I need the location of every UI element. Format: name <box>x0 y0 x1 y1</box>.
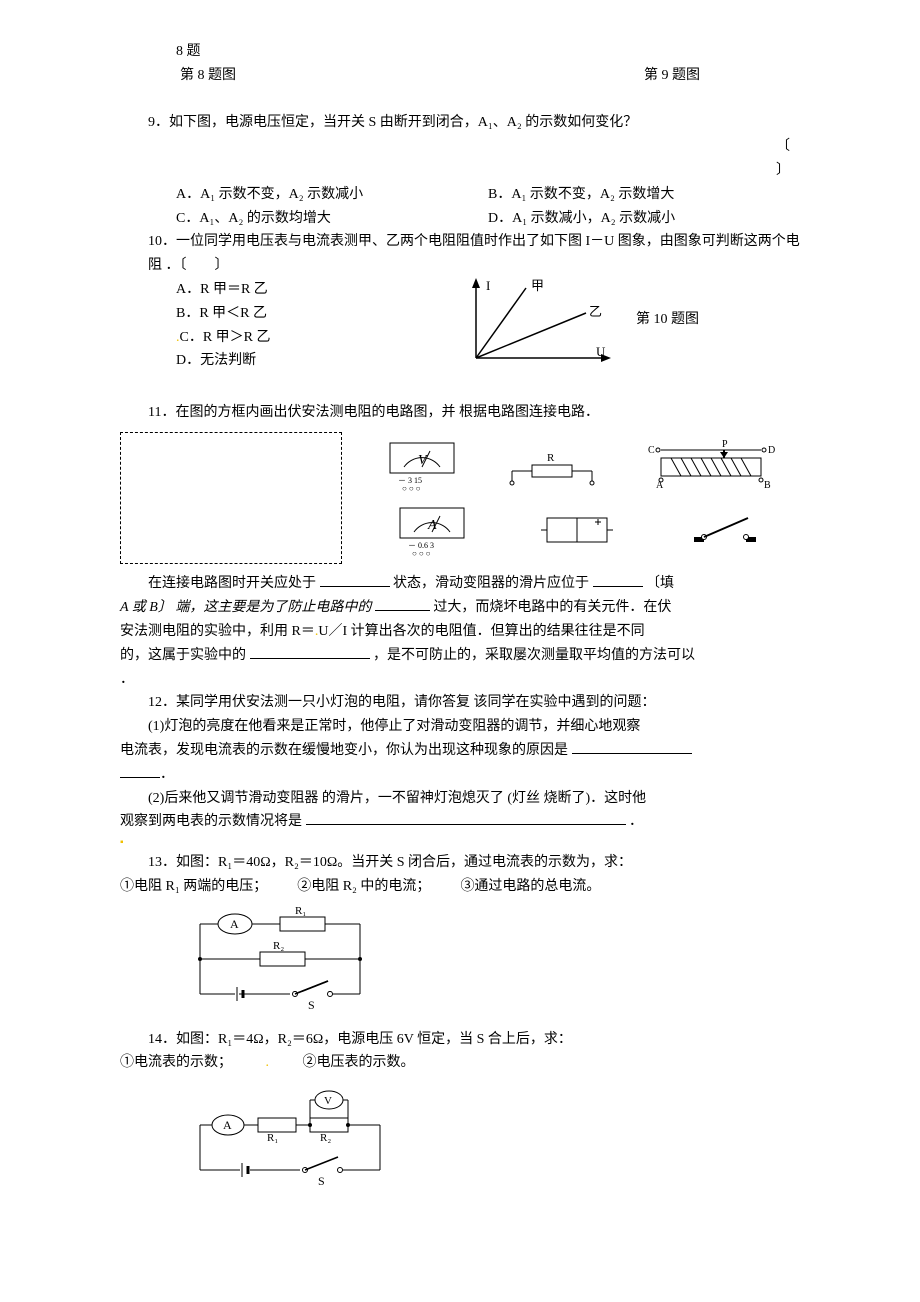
q9-optB: B．A₁ 示数不变，A₂ 示数增大 <box>488 183 800 207</box>
q11-stem: 11．在图的方框内画出伏安法测电阻的电路图，并 根据电路图连接电路． <box>120 401 800 425</box>
q12-p2b: 观察到两电表的示数情况将是 ． <box>120 810 800 834</box>
components-grid: V － 3 15 ○ ○ ○ R <box>342 432 800 562</box>
q10-optC: .C．R 甲＞R 乙 <box>176 326 456 350</box>
q10-options: A．R 甲＝R 乙 B．R 甲＜R 乙 .C．R 甲＞R 乙 D．无法判断 <box>120 278 456 373</box>
q10-figcap: 第 10 题图 <box>636 278 716 332</box>
q9-options-row1: A．A₁ 示数不变，A₂ 示数减小 B．A₁ 示数不变，A₂ 示数增大 <box>120 183 800 207</box>
q14-stem: 14．如图：R₁＝4Ω，R₂＝6Ω，电源电压 6V 恒定，当 S 合上后，求： <box>120 1028 800 1052</box>
q13-stem: 13．如图：R₁＝40Ω，R₂＝10Ω。当开关 S 闭合后，通过电流表的示数为，… <box>120 851 800 875</box>
q13-subs: ①电阻 R₁ 两端的电压； ②电阻 R₂ 中的电流； ③通过电路的总电流。 <box>120 875 800 899</box>
q9-bracket-open: 〔 <box>120 135 800 159</box>
voltmeter-icon: V － 3 15 ○ ○ ○ <box>386 439 458 491</box>
q12-p1a: (1)灯泡的亮度在他看来是正常时，他停止了对滑动变阻器的调节，并细心地观察 <box>120 715 800 739</box>
svg-text:V: V <box>418 453 428 468</box>
q9-bracket-close: 〕 <box>120 159 800 183</box>
svg-text:甲: 甲 <box>531 278 544 293</box>
svg-text:D: D <box>768 445 775 456</box>
svg-text:A: A <box>656 480 664 491</box>
fig9-label: 第 9 题图 <box>644 64 700 88</box>
battery-icon <box>537 510 617 550</box>
yellow-marker: ▪ <box>120 834 800 851</box>
svg-text:○ ○ ○: ○ ○ ○ <box>412 549 431 558</box>
q10-optD: D．无法判断 <box>176 349 456 373</box>
svg-text:B: B <box>764 480 771 491</box>
series-circuit-icon: A R₁ R₂ V S <box>180 1085 400 1185</box>
q12-p1c: ． <box>120 763 800 787</box>
svg-text:R₂: R₂ <box>273 940 284 952</box>
svg-text:R₁: R₁ <box>295 905 306 917</box>
svg-text:乙: 乙 <box>589 304 602 319</box>
q9-optD: D．A₁ 示数减小，A₂ 示数减小 <box>488 207 800 231</box>
iu-graph-icon: I U 甲 乙 <box>456 278 616 368</box>
rheostat-icon: C D A B P <box>646 440 776 490</box>
svg-text:A: A <box>427 518 437 533</box>
fig8-label: 第 8 题图 <box>180 64 236 88</box>
q12-p2a: (2)后来他又调节滑动变阻器 的滑片，一不留神灯泡熄灭了 (灯丝 烧断了)．这时… <box>120 787 800 811</box>
svg-text:A: A <box>223 1118 232 1132</box>
svg-text:S: S <box>318 1174 325 1188</box>
q11-para: 在连接电路图时开关应处于 状态，滑动变阻器的滑片应位于 〔填 <box>120 572 800 596</box>
q10-graph: I U 甲 乙 <box>456 278 636 377</box>
svg-text:R: R <box>547 452 555 464</box>
svg-text:C: C <box>648 445 655 456</box>
q12-stem: 12．某同学用伏安法测一只小灯泡的电阻，请你答复 该同学在实验中遇到的问题： <box>120 691 800 715</box>
switch-icon <box>686 512 766 547</box>
q10-optB: B．R 甲＜R 乙 <box>176 302 456 326</box>
svg-text:R₁: R₁ <box>267 1132 278 1144</box>
q11-period: ． <box>120 668 800 692</box>
svg-text:○ ○ ○: ○ ○ ○ <box>402 484 421 493</box>
q9-optC: C．A₁、A₂ 的示数均增大 <box>176 207 488 231</box>
svg-text:P: P <box>722 439 728 450</box>
svg-text:A: A <box>230 917 239 931</box>
q14-subs: ①电流表的示数； . ②电压表的示数。 <box>120 1051 800 1075</box>
svg-text:V: V <box>324 1095 332 1107</box>
q11-figures: V － 3 15 ○ ○ ○ R <box>120 432 800 564</box>
dashed-box <box>120 432 342 564</box>
ammeter-icon: A － 0.6 3 ○ ○ ○ <box>396 504 468 556</box>
q11-para3: 安法测电阻的实验中，利用 R＝.U／I 计算出各次的电阻值．但算出的结果往往是不… <box>120 620 800 644</box>
q14-circuit: A R₁ R₂ V S <box>180 1085 800 1194</box>
svg-text:I: I <box>486 278 490 293</box>
svg-text:R₂: R₂ <box>320 1132 331 1144</box>
q9-stem: 9．如下图，电源电压恒定，当开关 S 由断开到闭合，A₁、A₂ 的示数如何变化？ <box>120 111 800 135</box>
q10-body: A．R 甲＝R 乙 B．R 甲＜R 乙 .C．R 甲＞R 乙 D．无法判断 I … <box>120 278 800 377</box>
q12-p1b: 电流表，发现电流表的示数在缓慢地变小，你认为出现这种现象的原因是 <box>120 739 800 763</box>
q9-options-row2: C．A₁、A₂ 的示数均增大 D．A₁ 示数减小，A₂ 示数减小 <box>120 207 800 231</box>
q9-optA: A．A₁ 示数不变，A₂ 示数减小 <box>176 183 488 207</box>
figure-labels-row: 第 8 题图 第 9 题图 <box>180 64 700 88</box>
parallel-circuit-icon: R₁ A R₂ S <box>180 909 380 1009</box>
q13-sub2: ②电阻 R₂ 中的电流； <box>297 875 460 899</box>
resistor-icon: R <box>507 445 597 485</box>
svg-text:U: U <box>596 344 606 359</box>
q13-sub1: ①电阻 R₁ 两端的电压； <box>120 875 297 899</box>
q10-optA: A．R 甲＝R 乙 <box>176 278 456 302</box>
q11-para2: A 或 B〕 端，这主要是为了防止电路中的 过大，而烧坏电路中的有关元件．在伏 <box>120 596 800 620</box>
header-line: 8 题 <box>120 40 800 64</box>
q11-para4: 的，这属于实验中的 ，是不可防止的，采取屡次测量取平均值的方法可以 <box>120 644 800 668</box>
svg-text:S: S <box>308 998 315 1012</box>
q13-sub3: ③通过电路的总电流。 <box>460 875 630 899</box>
q10-stem: 10．一位同学用电压表与电流表测甲、乙两个电阻阻值时作出了如下图 I－U 图象，… <box>120 230 800 278</box>
q13-circuit: R₁ A R₂ S <box>180 909 800 1018</box>
